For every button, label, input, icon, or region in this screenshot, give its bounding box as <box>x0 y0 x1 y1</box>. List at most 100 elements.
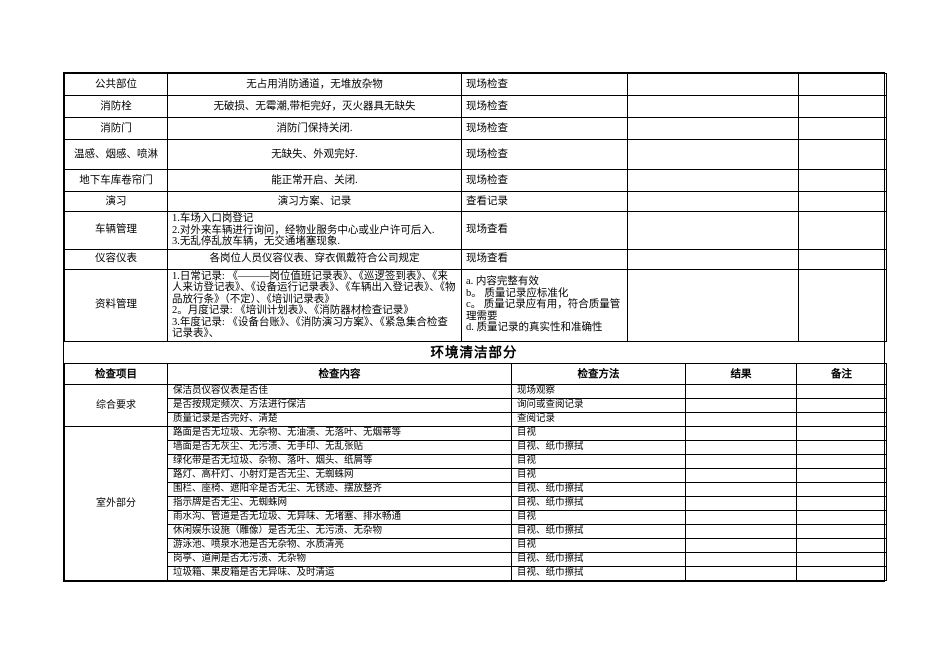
table-row: 游泳池、喷泉水池是否无杂物、水质清亮 目视 <box>65 537 887 553</box>
table-row: 仪容仪表 各岗位人员仪容仪表、穿衣佩戴符合公司规定 现场查看 <box>64 248 887 270</box>
result-cell <box>627 191 799 212</box>
inspection-method-cell: 现场查看 <box>461 211 628 250</box>
remark-cell <box>798 211 887 250</box>
table-row: 综合要求 保洁员仪容仪表是否佳 现场观察 <box>64 383 887 427</box>
result-cell <box>685 551 797 567</box>
table-row: 消防门 消防门保持关闭. 现场检查 <box>64 117 887 140</box>
inspection-method-cell: 现场检查 <box>461 95 628 118</box>
table-row: 雨水沟、管道是否无垃圾、无异味、无堵塞、排水畅通 目视 <box>65 509 887 525</box>
inspection-content-cell: 绿化带是否无垃圾、杂物、落叶、烟头、纸屑等 <box>167 453 512 469</box>
remark-cell <box>796 551 887 567</box>
inspection-content-cell: 消防门保持关闭. <box>167 117 462 140</box>
result-cell <box>685 397 797 413</box>
inspection-content-cell: 指示牌是否无尘、无蜘蛛网 <box>167 495 512 511</box>
table-row: 指示牌是否无尘、无蜘蛛网 目视、纸巾擦拭 <box>65 495 887 511</box>
result-cell <box>627 95 799 118</box>
column-header-item: 检查项目 <box>64 362 168 385</box>
remark-cell <box>796 453 887 469</box>
result-cell <box>685 481 797 497</box>
inspection-content-cell: 各岗位人员仪容仪表、穿衣佩戴符合公司规定 <box>167 248 462 270</box>
remark-cell <box>798 73 887 96</box>
inspection-content-cell: 1.车场入口岗登记 2.对外来车辆进行询问，经物业服务中心或业户许可后入. 3.… <box>167 211 462 250</box>
remark-cell <box>796 509 887 525</box>
group-label-general: 综合要求 <box>64 383 168 427</box>
inspection-method-cell: 现场检查 <box>461 117 628 140</box>
result-cell <box>627 73 799 96</box>
result-cell <box>627 117 799 140</box>
remark-cell <box>796 537 887 553</box>
table-row: 室外部分 路面是否无垃圾、无杂物、无油渍、无落叶、无烟蒂等 目视 <box>64 425 887 581</box>
inspection-content-cell: 路面是否无垃圾、无杂物、无油渍、无落叶、无烟蒂等 <box>167 425 512 441</box>
remark-cell <box>796 495 887 511</box>
table-row: 休闲娱乐设施（雕像）是否无尘、无污渍、无杂物 目视、纸巾擦拭 <box>65 523 887 539</box>
remark-cell <box>798 139 887 170</box>
table-row: 路灯、高杆灯、小射灯是否无尘、无蜘蛛网 目视 <box>65 467 887 483</box>
environment-cleaning-table: 检查项目 检查内容 检查方法 结果 备注 综合要求 保洁员仪容仪表是否佳 现场观… <box>64 362 887 581</box>
inspection-method-cell: 目视、纸巾擦拭 <box>511 495 686 511</box>
inspection-content-cell: 路灯、高杆灯、小射灯是否无尘、无蜘蛛网 <box>167 467 512 483</box>
table-row: 资料管理 1.日常记录: 《———岗位值班记录表》、《巡逻签到表》、《来人来访登… <box>64 268 887 342</box>
inspection-method-cell: 现场检查 <box>461 73 628 96</box>
result-cell <box>685 537 797 553</box>
table-row: 公共部位 无占用消防通道，无堆放杂物 现场检查 <box>64 73 887 96</box>
column-header-result: 结果 <box>685 362 797 385</box>
inspection-method-cell: 目视、纸巾擦拭 <box>511 523 686 539</box>
inspection-method-cell: 查看记录 <box>461 191 628 212</box>
inspection-method-cell: 目视 <box>511 467 686 483</box>
remark-cell <box>798 169 887 192</box>
table-row: 围栏、座椅、遮阳伞是否无尘、无锈迹、摆放整齐 目视、纸巾擦拭 <box>65 481 887 497</box>
inspection-method-cell: 询问或查阅记录 <box>511 397 686 413</box>
inspection-content-cell: 无占用消防通道，无堆放杂物 <box>167 73 462 96</box>
inspection-content-cell: 休闲娱乐设施（雕像）是否无尘、无污渍、无杂物 <box>167 523 512 539</box>
table-row: 墙面是否无灰尘、无污渍、无手印、无乱张贴 目视、纸巾擦拭 <box>65 439 887 455</box>
inspection-item-cell: 消防栓 <box>64 95 168 118</box>
inspection-content-cell: 围栏、座椅、遮阳伞是否无尘、无锈迹、摆放整齐 <box>167 481 512 497</box>
inspection-method-cell: 现场检查 <box>461 139 628 170</box>
table-row: 质量记录是否完好、清楚 查阅记录 <box>65 411 887 427</box>
inspection-item-cell: 公共部位 <box>64 73 168 96</box>
inspection-content-cell: 质量记录是否完好、清楚 <box>167 411 512 427</box>
inspection-item-cell: 消防门 <box>64 117 168 140</box>
remark-cell <box>796 565 887 581</box>
remark-cell <box>796 425 887 441</box>
inspection-method-cell: 查阅记录 <box>511 411 686 427</box>
inspection-method-cell: 目视、纸巾擦拭 <box>511 439 686 455</box>
inspection-content-cell: 无缺失、外观完好. <box>167 139 462 170</box>
section-title: 环境清洁部分 <box>430 344 518 360</box>
result-cell <box>685 523 797 539</box>
table-row: 车辆管理 1.车场入口岗登记 2.对外来车辆进行询问，经物业服务中心或业户许可后… <box>64 211 887 250</box>
table-row: 温感、烟感、喷淋 无缺失、外观完好. 现场检查 <box>64 139 887 170</box>
inspection-content-cell: 1.日常记录: 《———岗位值班记录表》、《巡逻签到表》、《来人来访登记表》、《… <box>167 268 462 342</box>
inspection-method-cell: 目视 <box>511 453 686 469</box>
inspection-content-cell: 能正常开启、关闭. <box>167 169 462 192</box>
table-row: 是否按规定频次、方法进行保洁 询问或查阅记录 <box>65 397 887 413</box>
inspection-method-cell: 现场查看 <box>461 248 628 270</box>
remark-cell <box>798 248 887 270</box>
inspection-content-cell: 岗亭、道闸是否无污渍、无杂物 <box>167 551 512 567</box>
table-row: 绿化带是否无垃圾、杂物、落叶、烟头、纸屑等 目视 <box>65 453 887 469</box>
inspection-item-cell: 温感、烟感、喷淋 <box>64 139 168 170</box>
inspection-method-cell: 目视、纸巾擦拭 <box>511 481 686 497</box>
column-header-method: 检查方法 <box>511 362 686 385</box>
inspection-method-cell: a. 内容完整有效 b。 质量记录应标准化 c。 质量记录应有用，符合质量管理需… <box>461 268 628 342</box>
result-cell <box>685 411 797 427</box>
checklist-tables: 公共部位 无占用消防通道，无堆放杂物 现场检查 消防栓 无破损、无霉潮,带柜完好… <box>63 72 887 582</box>
result-cell <box>685 383 797 399</box>
inspection-method-cell: 目视 <box>511 537 686 553</box>
result-cell <box>685 439 797 455</box>
inspection-item-cell: 车辆管理 <box>64 211 168 250</box>
inspection-item-cell: 演习 <box>64 191 168 212</box>
result-cell <box>627 139 799 170</box>
remark-cell <box>798 268 887 342</box>
table-row: 演习 演习方案、记录 查看记录 <box>64 191 887 212</box>
document-page: 公共部位 无占用消防通道，无堆放杂物 现场检查 消防栓 无破损、无霉潮,带柜完好… <box>63 72 887 582</box>
table-row: 消防栓 无破损、无霉潮,带柜完好，灭火器具无缺失 现场检查 <box>64 95 887 118</box>
table-row: 岗亭、道闸是否无污渍、无杂物 目视、纸巾擦拭 <box>65 551 887 567</box>
remark-cell <box>796 439 887 455</box>
inspection-content-cell: 演习方案、记录 <box>167 191 462 212</box>
inspection-content-cell: 游泳池、喷泉水池是否无杂物、水质清亮 <box>167 537 512 553</box>
result-cell <box>685 425 797 441</box>
remark-cell <box>798 95 887 118</box>
result-cell <box>627 248 799 270</box>
inspection-item-cell: 仪容仪表 <box>64 248 168 270</box>
